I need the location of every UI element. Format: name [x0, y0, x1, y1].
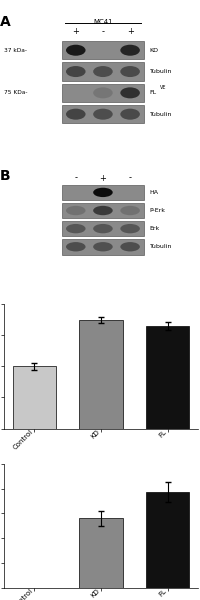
Text: -: -	[129, 173, 132, 182]
Ellipse shape	[120, 66, 140, 77]
Text: +: +	[127, 27, 134, 36]
Text: A: A	[0, 15, 11, 29]
Text: 75 KDa-: 75 KDa-	[4, 91, 28, 95]
Text: +: +	[72, 27, 79, 36]
Ellipse shape	[66, 109, 86, 119]
Bar	[62, 105, 144, 124]
Text: Tubulin: Tubulin	[150, 112, 172, 116]
Bar	[62, 41, 144, 59]
Bar	[62, 221, 144, 236]
Text: FL: FL	[158, 588, 168, 598]
Ellipse shape	[120, 109, 140, 119]
Text: +: +	[100, 173, 106, 182]
Text: KD: KD	[150, 48, 158, 53]
Bar	[146, 492, 189, 588]
Ellipse shape	[93, 109, 113, 119]
Ellipse shape	[66, 66, 86, 77]
Text: KD: KD	[90, 428, 101, 440]
Text: VE: VE	[160, 85, 167, 90]
Ellipse shape	[66, 45, 86, 56]
Bar	[146, 326, 189, 428]
Ellipse shape	[66, 206, 86, 215]
Bar	[62, 203, 144, 218]
Text: FL: FL	[150, 91, 157, 95]
Ellipse shape	[93, 66, 113, 77]
Text: MC41: MC41	[93, 19, 113, 25]
Text: FL: FL	[158, 428, 168, 439]
Text: Tubulin: Tubulin	[150, 69, 172, 74]
Ellipse shape	[120, 224, 140, 233]
Ellipse shape	[66, 242, 86, 251]
Ellipse shape	[66, 224, 86, 233]
Ellipse shape	[93, 206, 113, 215]
Bar	[13, 367, 56, 428]
Text: Erk: Erk	[150, 226, 160, 231]
Ellipse shape	[93, 188, 113, 197]
Text: Control: Control	[12, 428, 34, 451]
Ellipse shape	[120, 206, 140, 215]
Text: B: B	[0, 169, 11, 182]
Bar	[62, 62, 144, 81]
Text: -: -	[101, 27, 104, 36]
Text: 37 kDa-: 37 kDa-	[4, 48, 27, 53]
Ellipse shape	[120, 45, 140, 56]
Text: HA: HA	[150, 190, 158, 195]
Bar	[62, 239, 144, 254]
Ellipse shape	[120, 242, 140, 251]
Bar	[62, 83, 144, 102]
Text: KD: KD	[90, 588, 101, 599]
Bar	[79, 518, 123, 588]
Ellipse shape	[93, 88, 113, 98]
Text: Control: Control	[12, 588, 34, 600]
Text: Tubulin: Tubulin	[150, 244, 172, 249]
Text: -: -	[74, 173, 77, 182]
Ellipse shape	[93, 242, 113, 251]
Ellipse shape	[120, 88, 140, 98]
Ellipse shape	[93, 224, 113, 233]
Text: P-Erk: P-Erk	[150, 208, 166, 213]
Bar	[62, 185, 144, 200]
Bar	[79, 320, 123, 428]
